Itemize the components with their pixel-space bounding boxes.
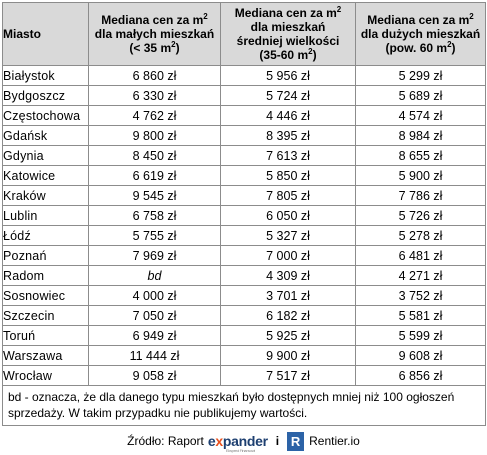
table-row: Gdynia 8 450 zł 7 613 zł 8 655 zł [2, 145, 486, 166]
source-line: Źródło: Raport expander Eksperci Finansow… [0, 430, 487, 453]
large-price-cell: 5 581 zł [355, 305, 486, 326]
medium-price-cell: 9 900 zł [220, 345, 356, 366]
table-row: Kraków 9 545 zł 7 805 zł 7 786 zł [2, 185, 486, 206]
bd-note: bd - oznacza, że dla danego typu mieszka… [2, 385, 486, 426]
city-cell: Gdańsk [2, 125, 89, 146]
header-row: Miasto Mediana cen za m2 dla małych mies… [2, 2, 486, 66]
medium-price-cell: 7 000 zł [220, 245, 356, 266]
header-small: Mediana cen za m2 dla małych mieszkań (<… [88, 2, 221, 66]
city-cell: Łódź [2, 225, 89, 246]
table-row: Gdańsk 9 800 zł 8 395 zł 8 984 zł [2, 125, 486, 146]
large-price-cell: 5 900 zł [355, 165, 486, 186]
table-row: Lublin 6 758 zł 6 050 zł 5 726 zł [2, 205, 486, 226]
price-table: Miasto Mediana cen za m2 dla małych mies… [2, 2, 486, 426]
city-cell: Wrocław [2, 365, 89, 386]
medium-price-cell: 6 050 zł [220, 205, 356, 226]
medium-price-cell: 5 956 zł [220, 65, 356, 86]
large-price-cell: 5 299 zł [355, 65, 486, 86]
table-row: Poznań 7 969 zł 7 000 zł 6 481 zł [2, 245, 486, 266]
header-city: Miasto [2, 2, 89, 66]
city-cell: Katowice [2, 165, 89, 186]
small-price-cell: 4 762 zł [88, 105, 221, 126]
city-cell: Częstochowa [2, 105, 89, 126]
medium-price-cell: 4 446 zł [220, 105, 356, 126]
medium-price-cell: 7 805 zł [220, 185, 356, 206]
source-label: Źródło: Raport [127, 434, 204, 448]
medium-price-cell: 6 182 zł [220, 305, 356, 326]
small-price-cell: 6 758 zł [88, 205, 221, 226]
large-price-cell: 8 655 zł [355, 145, 486, 166]
medium-price-cell: 7 517 zł [220, 365, 356, 386]
large-price-cell: 5 599 zł [355, 325, 486, 346]
small-price-cell: 6 330 zł [88, 85, 221, 106]
expander-logo: expander Eksperci Finansowi [207, 433, 268, 453]
table-row: Częstochowa 4 762 zł 4 446 zł 4 574 zł [2, 105, 486, 126]
small-price-cell: 4 000 zł [88, 285, 221, 306]
small-price-cell: 6 949 zł [88, 325, 221, 346]
table-row: Toruń 6 949 zł 5 925 zł 5 599 zł [2, 325, 486, 346]
small-price-cell: 6 619 zł [88, 165, 221, 186]
table-row: Katowice 6 619 zł 5 850 zł 5 900 zł [2, 165, 486, 186]
large-price-cell: 6 856 zł [355, 365, 486, 386]
large-price-cell: 6 481 zł [355, 245, 486, 266]
rentier-name: Rentier.io [309, 434, 360, 448]
table-row: Wrocław 9 058 zł 7 517 zł 6 856 zł [2, 365, 486, 386]
city-cell: Bydgoszcz [2, 85, 89, 106]
medium-price-cell: 5 925 zł [220, 325, 356, 346]
large-price-cell: 4 574 zł [355, 105, 486, 126]
large-price-cell: 4 271 zł [355, 265, 486, 286]
city-cell: Szczecin [2, 305, 89, 326]
large-price-cell: 8 984 zł [355, 125, 486, 146]
city-cell: Poznań [2, 245, 89, 266]
small-price-cell: bd [88, 265, 221, 286]
table-row: Sosnowiec 4 000 zł 3 701 zł 3 752 zł [2, 285, 486, 306]
header-large: Mediana cen za m2 dla dużych mieszkań (p… [355, 2, 486, 66]
rentier-logo-icon: R [287, 431, 305, 451]
header-medium: Mediana cen za m2 dla mieszkań średniej … [220, 2, 356, 66]
table-row: Warszawa 11 444 zł 9 900 zł 9 608 zł [2, 345, 486, 366]
large-price-cell: 5 278 zł [355, 225, 486, 246]
medium-price-cell: 8 395 zł [220, 125, 356, 146]
small-price-cell: 6 860 zł [88, 65, 221, 86]
small-price-cell: 9 800 zł [88, 125, 221, 146]
small-price-cell: 8 450 zł [88, 145, 221, 166]
table-row: Szczecin 7 050 zł 6 182 zł 5 581 zł [2, 305, 486, 326]
small-price-cell: 5 755 zł [88, 225, 221, 246]
large-price-cell: 7 786 zł [355, 185, 486, 206]
city-cell: Radom [2, 265, 89, 286]
city-cell: Sosnowiec [2, 285, 89, 306]
large-price-cell: 3 752 zł [355, 285, 486, 306]
large-price-cell: 5 726 zł [355, 205, 486, 226]
table-row: Łódź 5 755 zł 5 327 zł 5 278 zł [2, 225, 486, 246]
medium-price-cell: 5 327 zł [220, 225, 356, 246]
table-row: Bydgoszcz 6 330 zł 5 724 zł 5 689 zł [2, 85, 486, 106]
city-cell: Kraków [2, 185, 89, 206]
city-cell: Warszawa [2, 345, 89, 366]
city-cell: Białystok [2, 65, 89, 86]
small-price-cell: 7 969 zł [88, 245, 221, 266]
city-cell: Toruń [2, 325, 89, 346]
source-conjunction: i [275, 434, 280, 448]
medium-price-cell: 5 724 zł [220, 85, 356, 106]
small-price-cell: 9 545 zł [88, 185, 221, 206]
table-row: Białystok 6 860 zł 5 956 zł 5 299 zł [2, 65, 486, 86]
note-row: bd - oznacza, że dla danego typu mieszka… [2, 385, 486, 426]
city-cell: Lublin [2, 205, 89, 226]
medium-price-cell: 4 309 zł [220, 265, 356, 286]
medium-price-cell: 3 701 zł [220, 285, 356, 306]
small-price-cell: 9 058 zł [88, 365, 221, 386]
table-row: Radom bd 4 309 zł 4 271 zł [2, 265, 486, 286]
medium-price-cell: 7 613 zł [220, 145, 356, 166]
medium-price-cell: 5 850 zł [220, 165, 356, 186]
small-price-cell: 11 444 zł [88, 345, 221, 366]
large-price-cell: 9 608 zł [355, 345, 486, 366]
city-cell: Gdynia [2, 145, 89, 166]
small-price-cell: 7 050 zł [88, 305, 221, 326]
large-price-cell: 5 689 zł [355, 85, 486, 106]
